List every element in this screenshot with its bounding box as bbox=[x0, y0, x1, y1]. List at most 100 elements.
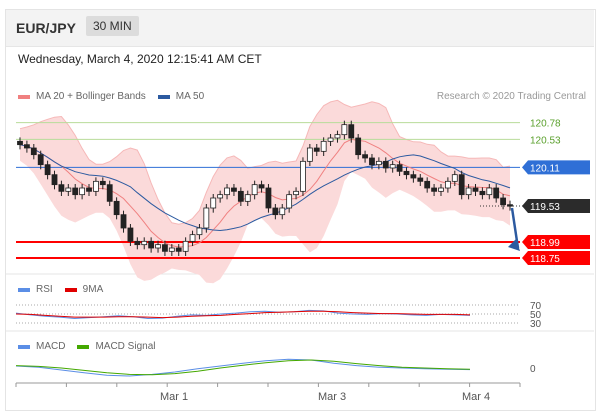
candle-body bbox=[396, 164, 403, 172]
candle-body bbox=[493, 187, 500, 199]
x-tick-label: Mar 3 bbox=[318, 391, 346, 403]
bollinger-upper bbox=[19, 99, 511, 225]
candle-body bbox=[355, 137, 362, 156]
candle-body bbox=[320, 140, 327, 152]
rsi-series-line bbox=[15, 310, 471, 319]
candle-body bbox=[375, 160, 382, 166]
legend-main: MA 20 + Bollinger Bands MA 50 bbox=[18, 91, 204, 102]
level-label-resistance: 120.78 bbox=[530, 119, 561, 130]
candle-body bbox=[265, 187, 272, 209]
legend-swatch-9ma bbox=[64, 287, 77, 292]
macd-tick-label: 0 bbox=[530, 364, 536, 375]
legend-swatch-macd bbox=[18, 344, 30, 349]
candle-body bbox=[465, 187, 472, 196]
timeframe-badge[interactable]: 30 MIN bbox=[86, 16, 139, 36]
candle-body bbox=[224, 187, 230, 196]
level-label-resistance: 120.53 bbox=[530, 135, 561, 146]
credit-text: Research © 2020 Trading Central bbox=[436, 91, 586, 102]
candle-body bbox=[410, 174, 417, 179]
candle-body bbox=[72, 187, 79, 196]
candle-body bbox=[251, 184, 258, 196]
candle-body bbox=[86, 187, 92, 192]
candle-body bbox=[451, 174, 458, 182]
candle-body bbox=[58, 184, 65, 192]
candle-body bbox=[313, 147, 320, 152]
level-label-pivot: 120.11 bbox=[530, 163, 560, 174]
candle-body bbox=[403, 170, 410, 176]
legend-rsi: RSI 9MA bbox=[18, 284, 103, 295]
candle-body bbox=[272, 207, 279, 216]
ma50-line bbox=[19, 144, 511, 232]
candle-body bbox=[300, 160, 306, 192]
candle-body bbox=[348, 124, 355, 139]
legend-label-ma20: MA 20 + Bollinger Bands bbox=[36, 91, 146, 102]
candle-body bbox=[93, 180, 99, 192]
candle-body bbox=[44, 164, 51, 176]
rsi-tick-label: 70 bbox=[530, 301, 542, 312]
candle-body bbox=[203, 207, 210, 229]
candle-body bbox=[210, 197, 217, 209]
candle-body bbox=[141, 240, 148, 246]
candle-body bbox=[244, 194, 251, 202]
legend-swatch-ma50 bbox=[157, 94, 170, 99]
x-tick-label: Mar 1 bbox=[160, 391, 188, 403]
rsi-tick-label: 30 bbox=[530, 319, 542, 330]
candle-body bbox=[500, 197, 506, 206]
legend-swatch-rsi bbox=[18, 287, 30, 292]
candle-body bbox=[417, 177, 424, 182]
candle-body bbox=[182, 240, 189, 252]
candle-body bbox=[507, 204, 513, 207]
candle-body bbox=[79, 187, 86, 196]
trend-arrow-line bbox=[510, 207, 520, 249]
level-label-support: 118.75 bbox=[530, 254, 560, 265]
candle-body bbox=[162, 244, 168, 252]
candle-body bbox=[106, 184, 113, 202]
candle-body bbox=[175, 247, 182, 252]
candle-body bbox=[237, 190, 244, 202]
candle-body bbox=[334, 134, 341, 139]
macd-series-line bbox=[15, 359, 471, 376]
candle-body bbox=[341, 124, 348, 136]
candle-body bbox=[65, 187, 72, 192]
candle-body bbox=[382, 160, 389, 169]
candle-body bbox=[438, 187, 444, 192]
candle-body bbox=[127, 227, 134, 242]
level-label-last: 119.53 bbox=[530, 202, 560, 213]
legend-swatch-ma20 bbox=[18, 94, 30, 99]
candle-body bbox=[196, 227, 203, 236]
candle-body bbox=[134, 240, 141, 246]
timestamp: Wednesday, March 4, 2020 12:15:41 AM CET bbox=[18, 52, 262, 66]
level-tag-pivot bbox=[522, 160, 590, 175]
candle-body bbox=[431, 187, 437, 192]
legend-label-ma50: MA 50 bbox=[175, 91, 205, 102]
legend-label-9ma: 9MA bbox=[82, 284, 104, 295]
legend-label-macd-signal: MACD Signal bbox=[95, 341, 156, 352]
candle-body bbox=[113, 200, 120, 216]
chart-header: EUR/JPY 30 MIN bbox=[6, 10, 594, 47]
level-tag-support bbox=[522, 235, 590, 249]
level-tag-last bbox=[522, 199, 590, 213]
candle-body bbox=[389, 164, 396, 169]
candle-body bbox=[472, 187, 479, 192]
candle-body bbox=[424, 180, 431, 189]
candle-body bbox=[286, 194, 293, 209]
trend-arrow-head bbox=[508, 239, 520, 251]
bollinger-band bbox=[20, 100, 510, 284]
legend-label-rsi: RSI bbox=[36, 284, 53, 295]
candle-body bbox=[458, 174, 465, 196]
candle-body bbox=[327, 137, 334, 142]
candle-body bbox=[99, 180, 106, 186]
candle-body bbox=[369, 157, 375, 166]
candle-body bbox=[486, 187, 493, 196]
legend-macd: MACD MACD Signal bbox=[18, 341, 155, 352]
legend-swatch-macd-signal bbox=[77, 344, 90, 349]
candle-body bbox=[189, 234, 196, 242]
candle-body bbox=[217, 194, 224, 199]
candle-body bbox=[120, 214, 127, 229]
x-tick-label: Mar 4 bbox=[462, 391, 490, 403]
macd-series-line bbox=[15, 358, 471, 377]
candle-body bbox=[24, 144, 30, 149]
candle-body bbox=[306, 147, 313, 162]
candle-body bbox=[148, 240, 155, 249]
